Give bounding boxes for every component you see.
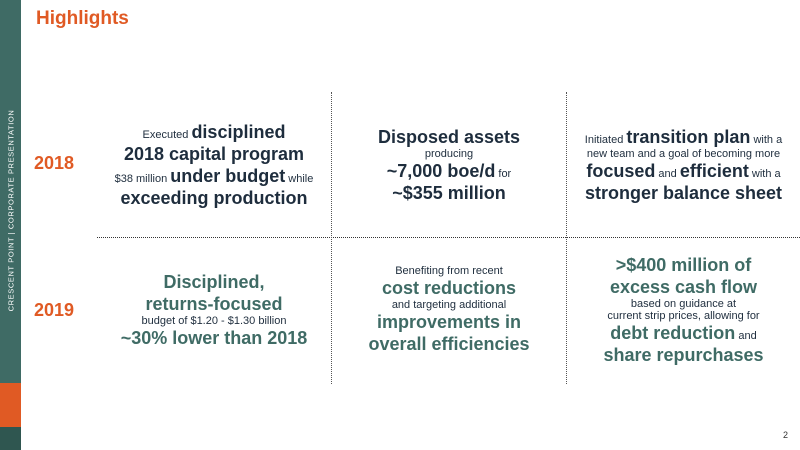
cell-text-small: and	[735, 330, 757, 342]
cell-text-small: Executed	[142, 129, 192, 141]
cell-text-emphasis: returns-focused	[145, 294, 283, 314]
year-label-2018: 2018	[34, 153, 75, 173]
row-divider	[97, 237, 800, 238]
cell-text-small: Benefiting from recent	[395, 265, 503, 277]
cell-text-small: new team and a goal of becoming more	[586, 148, 781, 160]
cell-text-emphasis: efficient	[679, 161, 749, 181]
sidebar-accent-bottom	[0, 427, 21, 450]
cell-text-emphasis: Disciplined,	[163, 272, 265, 292]
highlight-2018-capital-program: Executed disciplined 2018 capital progra…	[97, 100, 331, 230]
column-divider-2	[566, 92, 567, 384]
cell-text-small: and targeting additional	[391, 299, 507, 311]
cell-text-small: and	[655, 168, 680, 180]
cell-text-emphasis: improvements in	[376, 312, 522, 332]
cell-line: $38 million under budget while	[115, 165, 314, 187]
cell-text-small: based on guidance at	[630, 298, 737, 310]
cell-line: debt reduction and	[610, 322, 756, 344]
cell-text-small: while	[285, 173, 314, 185]
cell-text-small: with a	[748, 168, 781, 180]
cell-line: focused and efficient with a	[586, 160, 780, 182]
cell-line: ~7,000 boe/d for	[387, 160, 511, 182]
highlight-2019-excess-cash-flow: >$400 million of excess cash flow based …	[567, 245, 800, 375]
cell-text-small: current strip prices, allowing for	[607, 310, 760, 322]
cell-text-emphasis: share repurchases	[603, 345, 764, 365]
sidebar-vertical-text: CRESCENT POINT | CORPORATE PRESENTATION	[6, 109, 16, 311]
cell-text-emphasis: cost reductions	[381, 278, 517, 298]
cell-text-small: producing	[424, 148, 474, 160]
cell-line: Initiated transition plan with a	[585, 126, 782, 148]
cell-text-small: with a	[750, 134, 783, 146]
cell-text-emphasis: ~7,000 boe/d	[386, 161, 496, 181]
cell-text-small: for	[495, 168, 512, 180]
cell-text-emphasis: disciplined	[191, 122, 286, 142]
highlight-2018-transition-plan: Initiated transition plan with a new tea…	[567, 100, 800, 230]
cell-text-emphasis: focused	[586, 161, 656, 181]
cell-text-emphasis: excess cash flow	[609, 277, 758, 297]
cell-text-emphasis: Disposed assets	[377, 127, 521, 147]
sidebar-accent-orange	[0, 383, 21, 427]
cell-text-emphasis: under budget	[170, 166, 286, 186]
highlight-2019-disciplined-budget: Disciplined, returns-focused budget of $…	[97, 245, 331, 375]
cell-line: Executed disciplined	[143, 121, 286, 143]
cell-text-emphasis: transition plan	[626, 127, 751, 147]
cell-text-emphasis: >$400 million of	[615, 255, 752, 275]
cell-text-emphasis: stronger balance sheet	[584, 183, 783, 203]
cell-text-small: Initiated	[584, 134, 627, 146]
cell-text-emphasis: ~$355 million	[392, 183, 506, 203]
cell-text-small: budget of $1.20 - $1.30 billion	[141, 315, 287, 327]
page-title: Highlights	[36, 8, 129, 29]
cell-text-emphasis: overall efficiencies	[368, 334, 530, 354]
page-number: 2	[782, 430, 788, 440]
highlight-2018-disposed-assets: Disposed assets producing ~7,000 boe/d f…	[332, 100, 566, 230]
cell-text-emphasis: debt reduction	[610, 323, 736, 343]
cell-text-emphasis: 2018 capital program	[123, 144, 305, 164]
cell-text-emphasis: exceeding production	[120, 188, 308, 208]
highlight-2019-cost-reductions: Benefiting from recent cost reductions a…	[332, 245, 566, 375]
sidebar-vertical-label: CRESCENT POINT | CORPORATE PRESENTATION	[1, 60, 20, 360]
sidebar-band	[0, 0, 21, 450]
year-label-2019: 2019	[34, 300, 75, 320]
column-divider-1	[331, 92, 332, 384]
cell-text-small: $38 million	[114, 173, 171, 185]
cell-text-emphasis: ~30% lower than 2018	[120, 328, 308, 348]
